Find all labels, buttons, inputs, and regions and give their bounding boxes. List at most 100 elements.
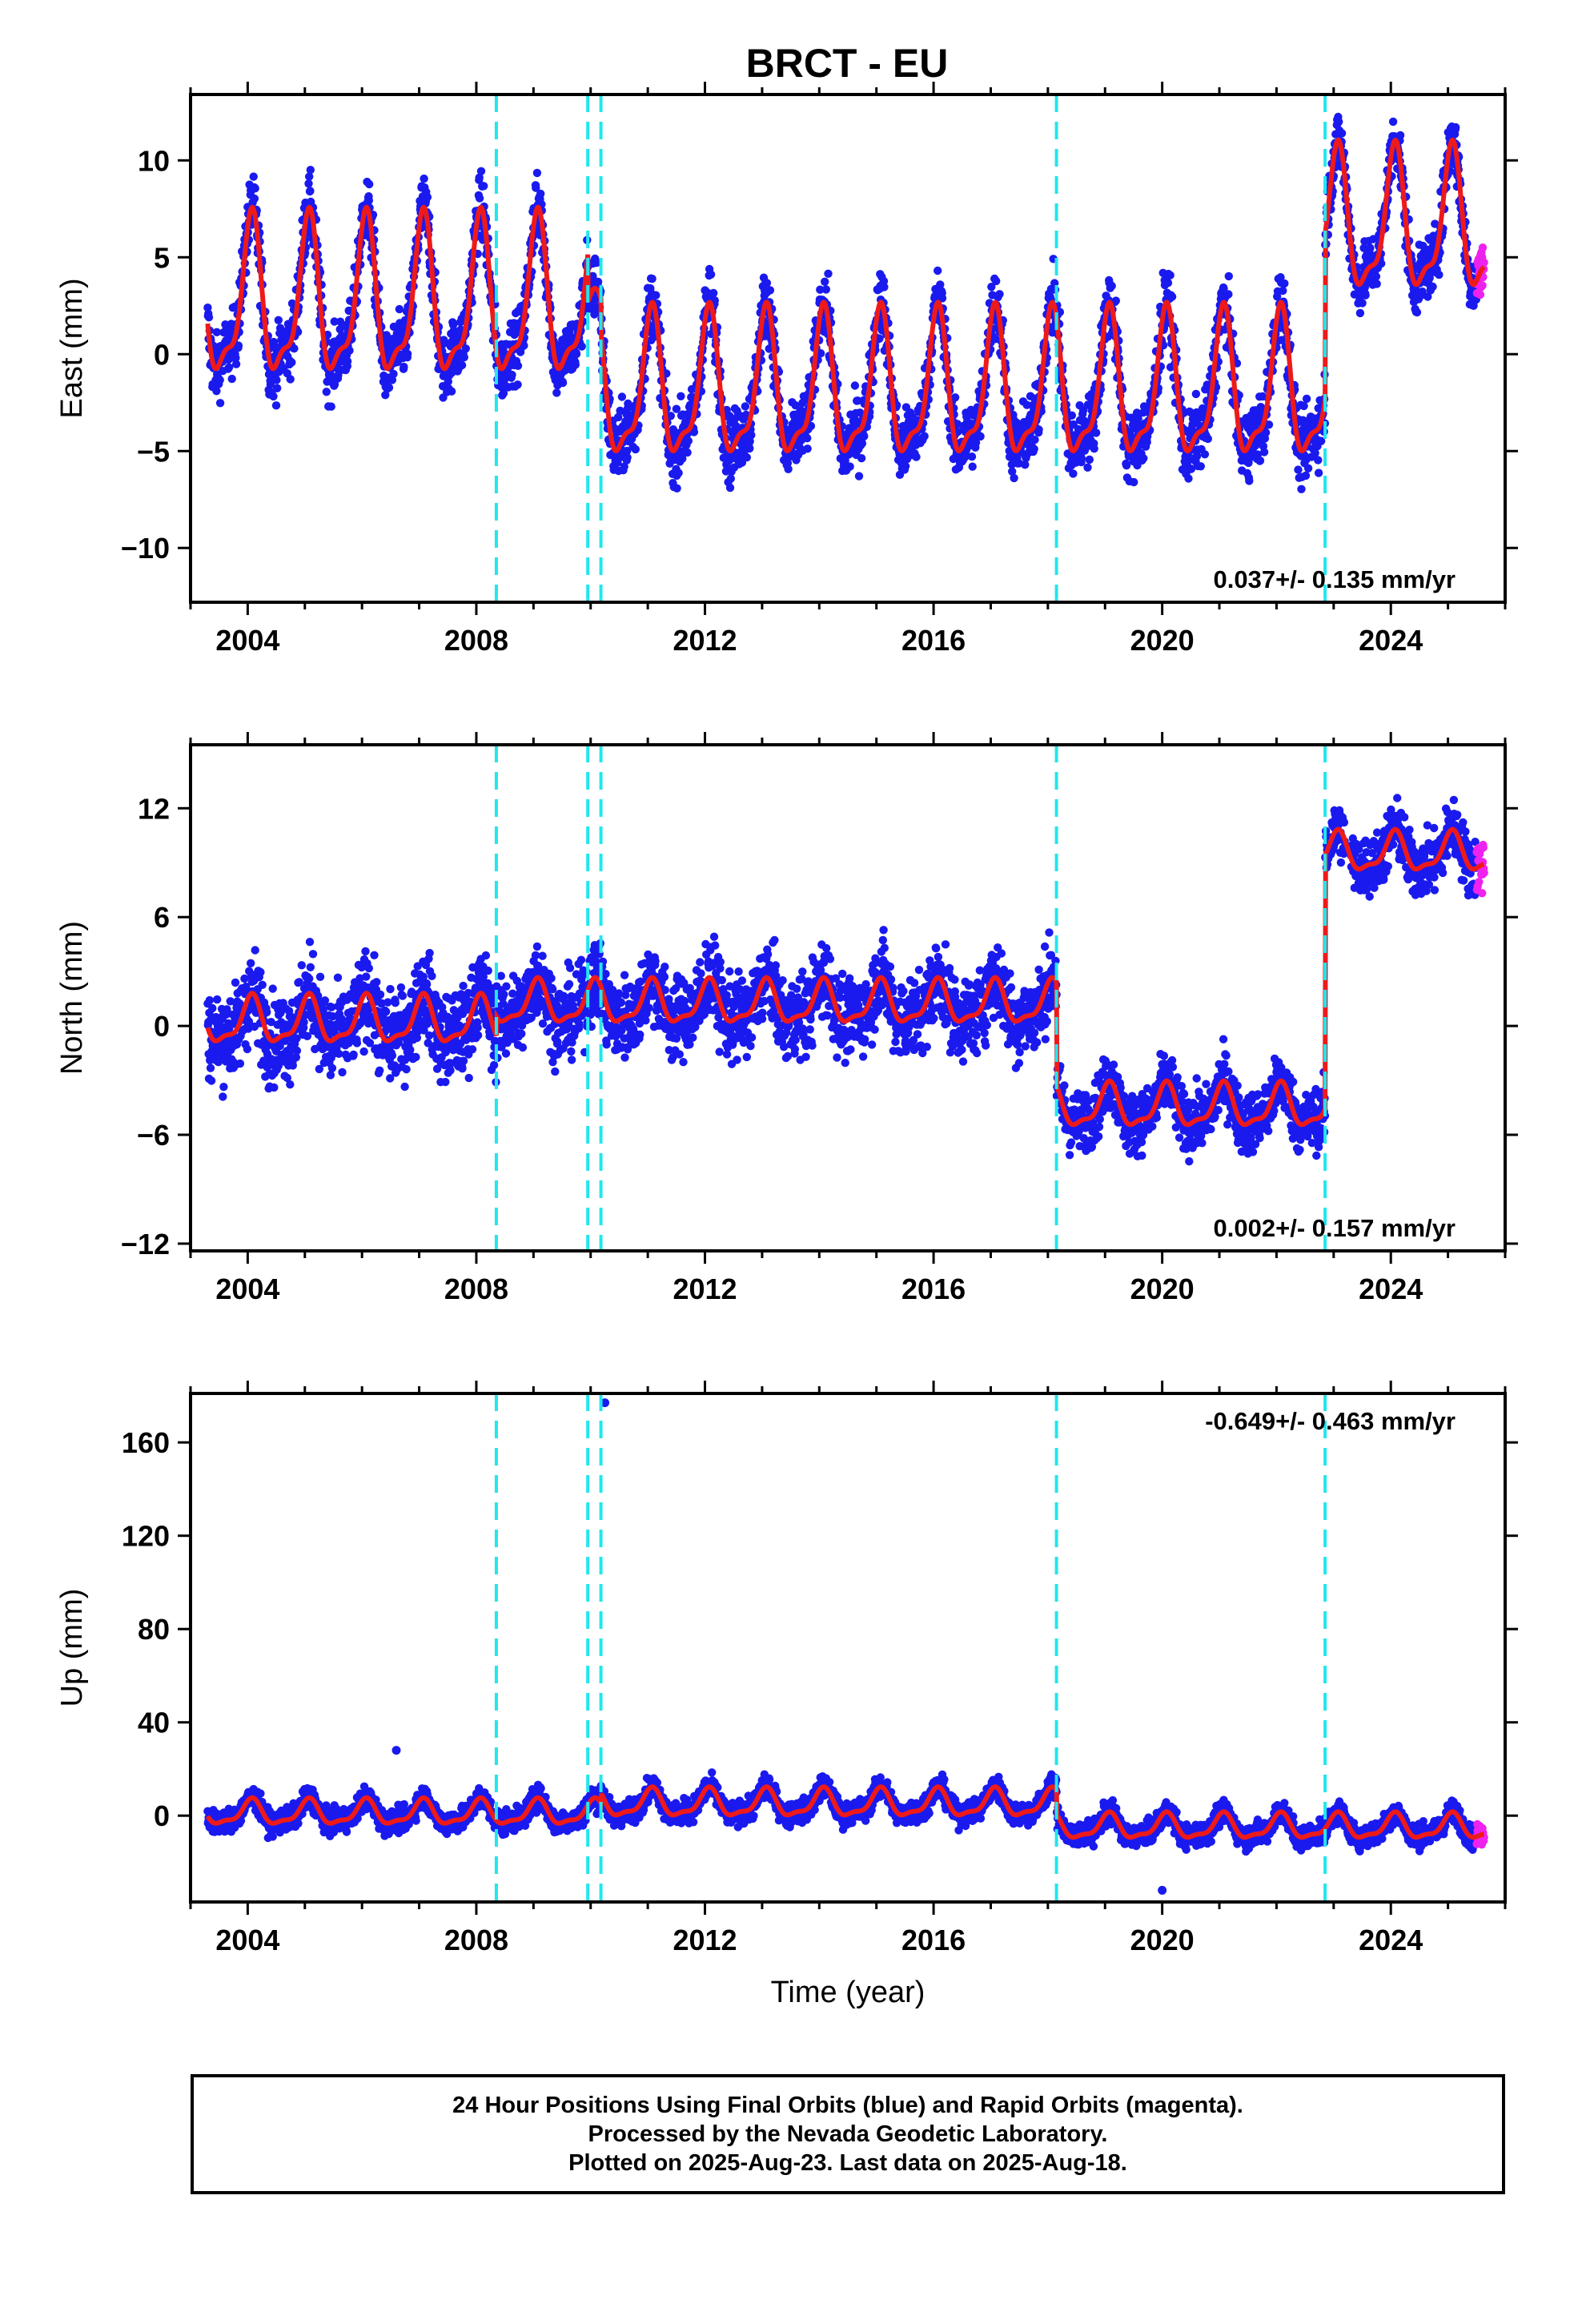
final-orbit-point	[268, 984, 277, 993]
final-orbit-point	[1279, 286, 1287, 296]
final-orbit-point	[816, 285, 825, 294]
final-orbit-point	[532, 183, 540, 192]
final-orbit-point	[1361, 291, 1370, 300]
final-orbit-point	[1358, 299, 1367, 308]
final-orbit-point	[806, 421, 816, 431]
final-orbit-point	[513, 380, 522, 389]
final-orbit-point	[215, 376, 224, 384]
final-orbit-point	[1337, 129, 1347, 138]
final-orbit-point	[1184, 474, 1193, 483]
final-orbit-point	[420, 174, 428, 183]
final-orbit-point	[532, 168, 542, 178]
final-orbit-point	[464, 1073, 473, 1083]
final-orbit-point	[330, 317, 339, 326]
final-orbit-point	[333, 973, 343, 983]
final-orbit-point	[1297, 485, 1306, 493]
y-axis-label: East (mm)	[55, 278, 89, 418]
final-orbit-point	[215, 399, 225, 408]
final-orbit-point	[343, 357, 352, 366]
final-orbit-point	[1030, 444, 1038, 453]
rapid-orbit-point	[1476, 290, 1485, 300]
final-orbit-point	[1388, 117, 1398, 127]
final-orbit-point	[821, 285, 831, 294]
rapid-orbit-point	[1480, 258, 1488, 267]
final-orbit-point	[623, 453, 632, 462]
final-orbit-point	[741, 402, 750, 411]
final-orbit-point	[308, 950, 318, 959]
final-orbit-point	[400, 1082, 409, 1092]
final-orbit-point	[459, 1056, 468, 1066]
final-orbit-point	[231, 353, 240, 363]
final-orbit-point	[706, 270, 716, 279]
final-orbit-point	[370, 951, 379, 960]
final-orbit-point	[428, 971, 436, 981]
final-orbit-point	[631, 444, 640, 454]
final-orbit-point	[206, 1063, 215, 1072]
final-orbit-point	[299, 1018, 308, 1027]
final-orbit-point	[204, 313, 214, 322]
final-orbit-point	[250, 194, 259, 203]
x-tick-label: 2024	[1359, 624, 1423, 657]
final-orbit-point	[762, 279, 772, 287]
final-orbit-point	[286, 1080, 295, 1089]
final-orbit-point	[725, 483, 735, 493]
final-orbit-point	[853, 396, 862, 405]
final-orbit-point	[1163, 279, 1173, 287]
final-orbit-point	[791, 401, 800, 410]
final-orbit-point	[396, 983, 406, 992]
final-orbit-point	[709, 288, 718, 298]
final-orbit-point	[251, 946, 259, 955]
final-orbit-point	[400, 362, 408, 372]
final-orbit-point	[270, 1083, 279, 1092]
final-orbit-point	[1130, 477, 1138, 487]
final-orbit-point	[816, 349, 825, 358]
final-orbit-point	[558, 378, 568, 388]
final-orbit-point	[1259, 448, 1269, 456]
final-orbit-point	[513, 361, 523, 370]
final-orbit-point	[446, 1066, 455, 1075]
final-orbit-point	[1030, 435, 1039, 444]
final-orbit-point	[1371, 272, 1381, 281]
final-orbit-point	[649, 332, 658, 342]
final-orbit-point	[1372, 279, 1381, 288]
final-orbit-point	[1224, 290, 1233, 299]
final-orbit-point	[536, 189, 545, 199]
final-orbit-point	[297, 961, 306, 970]
final-orbit-point	[457, 360, 467, 370]
final-orbit-point	[1302, 394, 1311, 404]
final-orbit-point	[412, 1052, 420, 1062]
final-orbit-point	[652, 291, 661, 300]
final-orbit-point	[286, 375, 295, 384]
final-orbit-point	[938, 294, 947, 303]
final-orbit-point	[1280, 279, 1289, 288]
final-orbit-point	[306, 166, 315, 175]
final-orbit-point	[359, 1047, 368, 1056]
final-orbit-point	[290, 344, 299, 353]
final-orbit-point	[678, 454, 687, 463]
final-orbit-point	[1203, 434, 1213, 444]
final-orbit-point	[352, 1039, 362, 1047]
final-orbit-point	[402, 1065, 411, 1074]
final-orbit-point	[1224, 271, 1234, 281]
final-orbit-point	[256, 967, 265, 977]
final-orbit-point	[212, 328, 221, 336]
final-orbit-point	[274, 316, 283, 324]
final-orbit-point	[384, 383, 394, 392]
final-orbit-point	[571, 360, 580, 369]
final-orbit-point	[269, 392, 278, 401]
final-orbit-point	[460, 352, 468, 362]
final-orbit-point	[381, 1007, 391, 1016]
final-orbit-point	[968, 462, 977, 471]
final-orbit-point	[673, 484, 681, 493]
final-orbit-point	[227, 374, 236, 384]
final-orbit-point	[425, 948, 434, 958]
final-orbit-point	[212, 387, 221, 396]
final-orbit-point	[824, 269, 833, 278]
final-orbit-point	[936, 280, 945, 289]
final-orbit-point	[306, 187, 315, 195]
final-orbit-point	[1435, 270, 1443, 279]
final-orbit-point	[1200, 450, 1210, 459]
final-orbit-point	[803, 444, 812, 453]
chart-title: BRCT - EU	[746, 41, 949, 86]
